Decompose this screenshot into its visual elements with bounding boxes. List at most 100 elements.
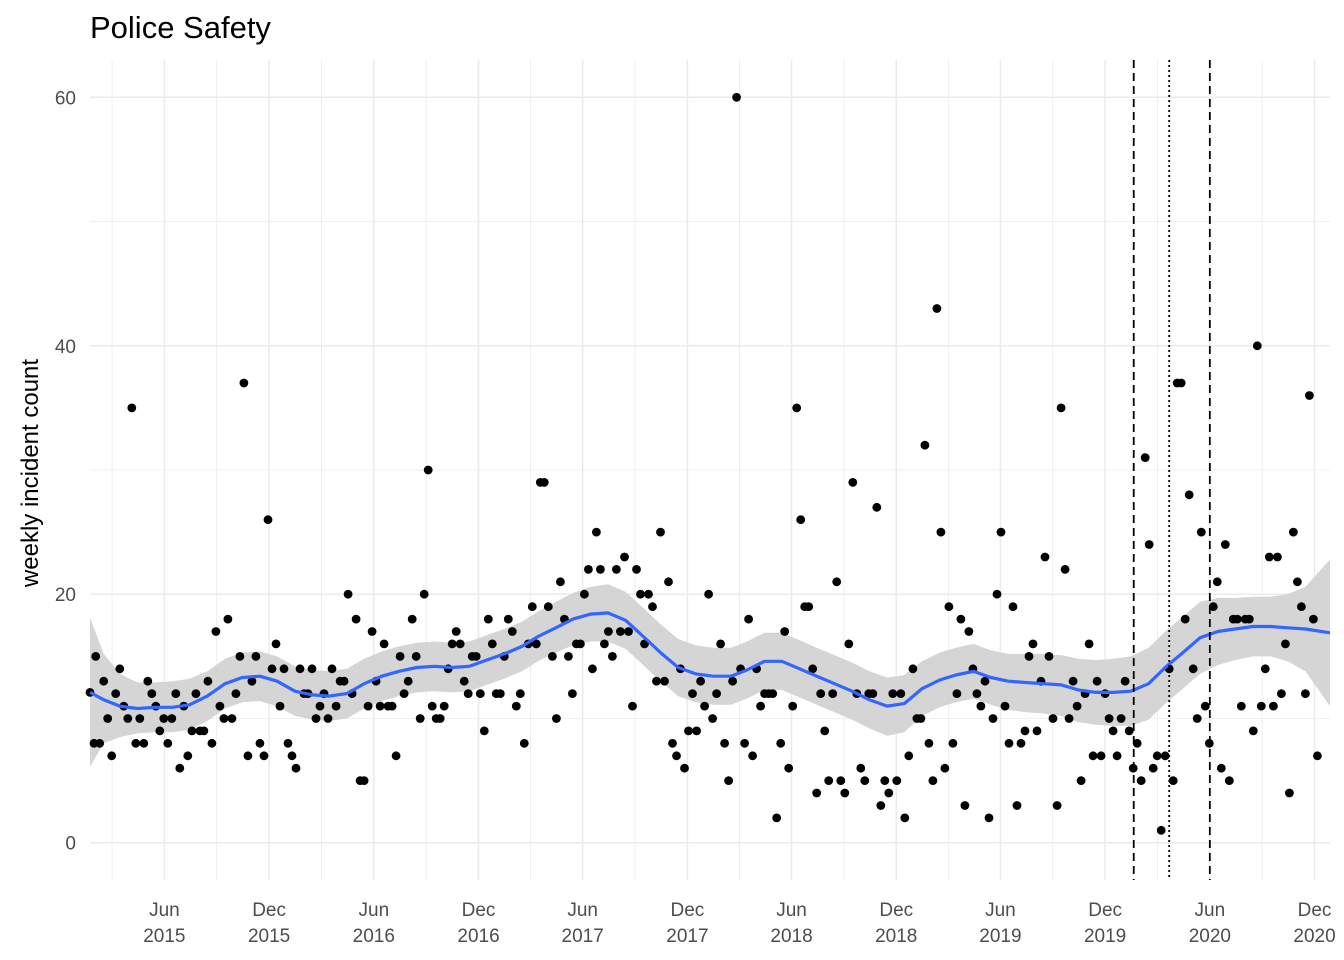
data-point: [251, 652, 261, 661]
data-point: [744, 614, 753, 624]
data-point: [1192, 714, 1202, 723]
data-point: [99, 676, 109, 686]
data-point: [932, 304, 942, 313]
data-point: [712, 689, 721, 698]
x-tick-label: Jun 2016: [353, 900, 395, 947]
data-point: [323, 714, 333, 723]
data-point: [1252, 341, 1262, 351]
data-point: [1289, 527, 1298, 537]
data-point: [1120, 676, 1130, 686]
data-point: [379, 639, 389, 649]
data-point: [1140, 453, 1150, 462]
x-tick-label: Dec 2015: [248, 900, 290, 947]
data-point: [720, 738, 729, 748]
data-point: [147, 689, 157, 698]
x-tick-month: Dec: [1298, 900, 1332, 921]
data-point: [944, 602, 954, 612]
x-tick-month: Jun: [985, 900, 1016, 921]
data-point: [608, 652, 617, 661]
data-point: [1136, 776, 1146, 785]
x-tick-label: Jun 2015: [143, 900, 185, 947]
data-point: [812, 788, 822, 798]
data-point: [1293, 577, 1302, 587]
data-point: [688, 689, 697, 698]
data-point: [708, 714, 717, 723]
x-axis-ticks: Jun 2015 Dec 2015 Jun 2016 Dec 2016 Jun 2017 Dec 20…: [143, 900, 1335, 947]
data-point: [427, 701, 437, 711]
x-tick-label: Jun 2019: [979, 900, 1021, 947]
data-point: [788, 701, 798, 711]
data-point: [1152, 751, 1162, 761]
data-point: [652, 676, 661, 686]
data-point: [387, 701, 397, 711]
data-point: [740, 738, 749, 748]
data-point: [451, 627, 461, 636]
data-point: [507, 627, 517, 636]
data-point: [1180, 614, 1190, 624]
data-point: [916, 714, 926, 723]
data-point: [656, 527, 665, 537]
x-tick-month: Dec: [1088, 900, 1122, 921]
data-point: [1212, 577, 1222, 587]
data-point: [680, 763, 689, 773]
data-point: [199, 726, 209, 736]
data-point: [904, 751, 914, 761]
data-point: [415, 714, 425, 723]
smooth-line: [89, 611, 1331, 711]
data-point: [1260, 664, 1270, 674]
data-point: [948, 738, 958, 748]
y-tick-label: 40: [55, 337, 76, 358]
data-point: [1012, 801, 1022, 810]
ribbon-area: [90, 559, 1330, 767]
data-point: [531, 639, 541, 649]
x-tick-year: 2018: [770, 926, 812, 947]
data-point: [908, 664, 918, 674]
data-point: [616, 627, 625, 636]
data-point: [403, 676, 413, 686]
data-point: [548, 652, 557, 661]
data-point: [868, 689, 878, 698]
data-point: [1088, 751, 1098, 761]
data-point: [1056, 403, 1066, 413]
data-point: [91, 652, 101, 661]
data-point: [644, 589, 653, 599]
y-tick-label: 0: [65, 834, 76, 855]
data-point: [612, 565, 621, 574]
chart-title: Police Safety: [90, 10, 271, 45]
data-point: [515, 689, 525, 698]
data-point: [1176, 378, 1186, 388]
data-point: [844, 639, 854, 649]
data-point: [267, 664, 277, 674]
data-point: [1313, 751, 1322, 761]
data-point: [996, 527, 1006, 537]
x-tick-month: Jun: [1195, 900, 1226, 921]
data-point: [1305, 391, 1314, 400]
data-point: [972, 689, 982, 698]
data-point: [103, 714, 113, 723]
data-point: [223, 614, 233, 624]
data-point: [900, 813, 910, 823]
x-tick-label: Dec 2017: [666, 900, 708, 947]
data-point: [311, 714, 321, 723]
data-point: [1060, 565, 1070, 574]
data-point: [123, 714, 133, 723]
data-point: [940, 763, 950, 773]
data-point: [463, 689, 473, 698]
data-point: [792, 403, 802, 413]
data-point: [519, 738, 529, 748]
data-point: [564, 652, 573, 661]
x-tick-month: Jun: [776, 900, 807, 921]
data-point: [419, 589, 429, 599]
data-point: [1156, 825, 1166, 835]
data-point: [952, 689, 962, 698]
data-point: [343, 589, 353, 599]
data-point: [187, 726, 197, 736]
data-point: [748, 751, 757, 761]
data-point: [1092, 676, 1102, 686]
data-point: [872, 502, 882, 512]
data-point: [503, 614, 513, 624]
data-point: [275, 701, 285, 711]
data-point: [231, 689, 241, 698]
data-point: [1160, 751, 1170, 761]
data-point: [391, 751, 401, 761]
